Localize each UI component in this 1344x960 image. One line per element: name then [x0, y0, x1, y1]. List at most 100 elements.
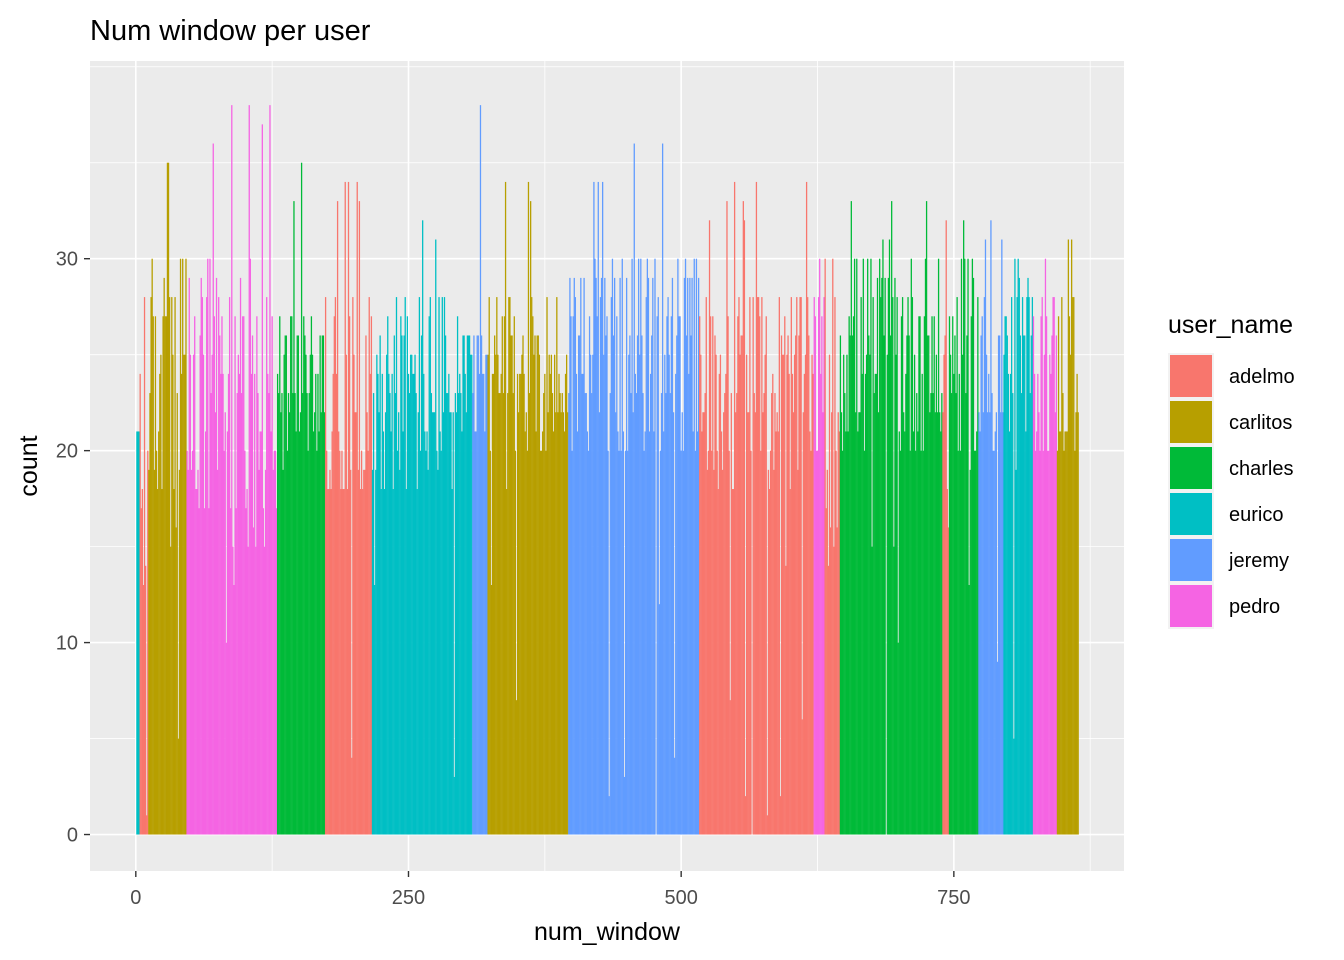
y-tick-label: 0	[67, 825, 78, 847]
bar	[570, 316, 572, 835]
bar	[776, 412, 778, 835]
bar	[671, 277, 674, 835]
legend-label-pedro: pedro	[1229, 596, 1280, 618]
bar	[1009, 373, 1012, 835]
bar	[350, 469, 352, 835]
bar	[1047, 450, 1049, 835]
bar	[816, 450, 819, 835]
bar	[266, 297, 268, 835]
bar	[323, 412, 326, 835]
bar	[413, 373, 415, 835]
bar	[557, 412, 559, 835]
bar	[917, 431, 919, 835]
bar	[747, 412, 749, 835]
bar	[801, 719, 803, 835]
bar	[847, 431, 849, 835]
bar	[201, 297, 203, 835]
bar	[798, 335, 800, 835]
bar	[279, 316, 281, 835]
bar	[796, 297, 798, 835]
bar	[525, 412, 527, 835]
bar	[615, 412, 617, 835]
bar	[763, 393, 765, 835]
bar	[171, 297, 173, 835]
bar	[749, 297, 751, 835]
bar	[1003, 354, 1005, 835]
bar	[721, 469, 724, 835]
bar	[733, 181, 736, 835]
bar	[1006, 335, 1008, 835]
bar	[1004, 316, 1006, 835]
bar	[549, 373, 551, 835]
bar	[462, 335, 464, 835]
bar	[605, 335, 607, 835]
bar	[347, 181, 350, 835]
bar	[637, 258, 640, 835]
bar	[838, 431, 840, 835]
bar	[1016, 297, 1018, 835]
bar	[333, 316, 335, 835]
bar	[858, 412, 860, 835]
bar	[673, 757, 676, 835]
bar	[249, 258, 251, 835]
legend-label-adelmo: adelmo	[1229, 366, 1295, 388]
bar	[507, 393, 509, 835]
bar	[765, 316, 767, 835]
bar	[956, 297, 958, 835]
bar	[551, 393, 554, 835]
x-tick-label: 500	[664, 887, 697, 909]
bar	[852, 316, 855, 835]
bar	[352, 297, 354, 835]
bar	[391, 373, 393, 835]
bar	[561, 393, 563, 835]
bar	[906, 335, 908, 835]
bar	[1005, 316, 1007, 835]
bar	[787, 335, 789, 835]
axes: 0 250 500 750 0 10 20 30	[56, 249, 971, 909]
bar	[403, 335, 405, 835]
bar	[540, 450, 543, 835]
bar	[564, 373, 567, 835]
y-tick-label: 10	[56, 633, 78, 655]
bar	[204, 431, 207, 835]
bar	[927, 335, 929, 835]
bar	[214, 412, 217, 835]
bar	[343, 489, 345, 835]
bar	[300, 162, 303, 835]
bar	[1033, 373, 1036, 835]
bar	[597, 181, 599, 835]
bar	[635, 393, 638, 835]
bar	[419, 450, 422, 835]
bar	[156, 489, 159, 835]
bar	[621, 258, 623, 835]
bar	[832, 258, 834, 835]
bar	[216, 469, 219, 835]
bar	[877, 412, 880, 835]
bar	[293, 201, 295, 835]
bar	[232, 546, 234, 835]
bar	[179, 258, 182, 835]
bar	[609, 393, 611, 835]
bar	[855, 412, 857, 835]
bar	[548, 354, 550, 835]
bar	[326, 450, 328, 835]
bar	[488, 297, 490, 835]
bar	[316, 450, 318, 835]
bar	[988, 373, 990, 835]
bar	[535, 431, 537, 835]
bar	[665, 393, 667, 835]
bar	[143, 297, 146, 835]
bar	[226, 431, 229, 835]
bar	[681, 412, 683, 835]
bar	[224, 412, 226, 835]
bar	[147, 450, 149, 835]
bar	[563, 431, 566, 835]
bar	[840, 412, 843, 835]
bar	[579, 335, 581, 835]
bar	[849, 335, 851, 835]
bar	[961, 354, 964, 835]
bar	[483, 373, 485, 835]
bar	[427, 469, 429, 835]
bar	[322, 335, 325, 835]
bar	[1012, 393, 1014, 835]
